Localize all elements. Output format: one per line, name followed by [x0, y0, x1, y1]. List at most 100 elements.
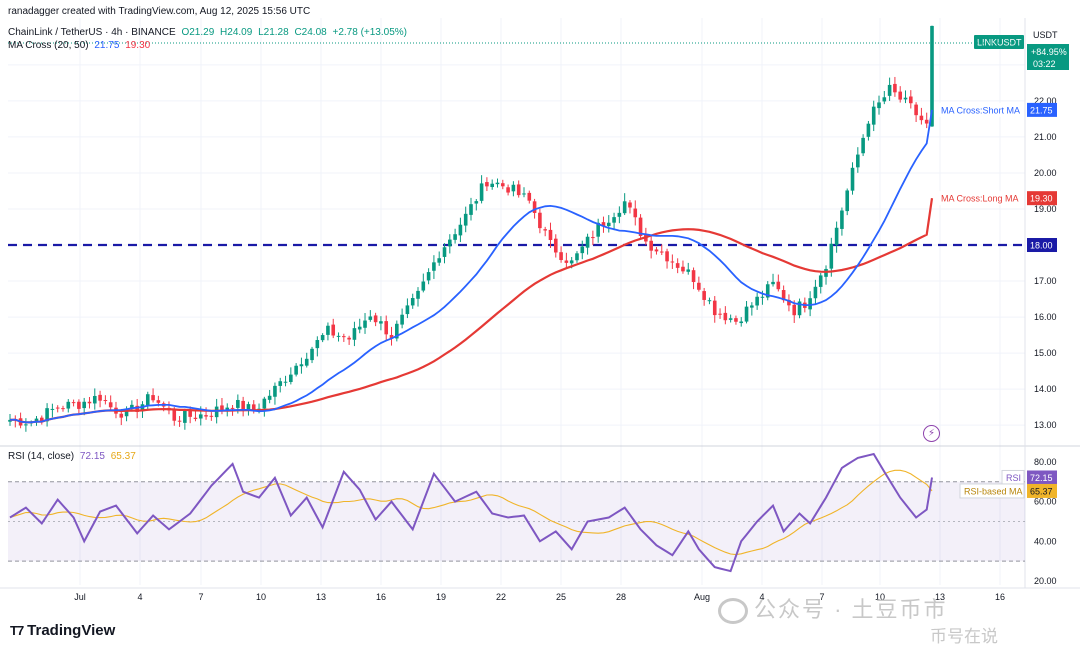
time-tick-label: 10	[256, 592, 266, 602]
candle	[490, 183, 494, 188]
candle	[877, 102, 881, 109]
time-tick-label: 13	[316, 592, 326, 602]
candle	[389, 334, 394, 338]
candle	[230, 407, 235, 409]
candle	[24, 424, 28, 426]
price-tick-label: 14.00	[1034, 384, 1057, 394]
candle	[919, 115, 924, 121]
candle	[469, 204, 473, 215]
candle	[522, 193, 526, 195]
candle	[866, 123, 871, 137]
candle	[553, 238, 558, 253]
candle	[363, 320, 367, 328]
candle	[511, 184, 516, 192]
candle	[856, 154, 860, 168]
candle	[808, 298, 812, 310]
candle	[416, 290, 420, 299]
candle	[82, 401, 86, 409]
candle	[331, 324, 336, 336]
candle	[442, 247, 447, 257]
candle	[909, 96, 913, 104]
candle	[379, 321, 383, 324]
candle	[479, 183, 484, 201]
candle	[686, 269, 691, 272]
candle	[458, 224, 463, 236]
candle	[283, 381, 288, 383]
candle	[437, 258, 442, 263]
candle	[638, 217, 643, 236]
candle	[675, 263, 680, 268]
candle	[776, 281, 781, 290]
candle	[326, 325, 330, 335]
candle	[410, 298, 415, 306]
rsi-band	[8, 481, 1025, 562]
candle	[373, 315, 378, 323]
tradingview-logo: T7 TradingView	[10, 622, 115, 639]
symbol-legend: ChainLink / TetherUS · 4h · BINANCE O21.…	[8, 27, 407, 38]
candle	[596, 222, 600, 237]
short-ma-tag-box	[938, 102, 1024, 117]
candle	[77, 401, 81, 409]
candle	[538, 212, 542, 229]
time-tick-label: Jul	[74, 592, 86, 602]
candle	[633, 208, 638, 218]
short-ma-price-box	[1027, 102, 1057, 117]
candle	[198, 414, 203, 419]
candle	[564, 260, 569, 263]
candle	[712, 300, 717, 316]
candle	[617, 212, 622, 217]
time-tick-label: 4	[137, 592, 142, 602]
candle	[903, 97, 908, 100]
candle	[342, 336, 346, 338]
price-tick-label: 17.00	[1034, 276, 1057, 286]
candle	[220, 405, 224, 410]
long-ma-tag: MA Cross:Long MA	[938, 191, 1024, 206]
candle	[8, 419, 12, 422]
ohlc-change: +2.78 (+13.05%)	[332, 27, 407, 38]
candle	[882, 97, 887, 102]
candle	[924, 119, 929, 124]
candle	[781, 290, 786, 301]
candle	[495, 182, 500, 185]
candle	[55, 407, 60, 409]
lightning-icon[interactable]: ⚡	[923, 425, 940, 442]
candle	[34, 418, 39, 422]
candle	[580, 246, 585, 254]
candle	[813, 286, 818, 299]
candle	[739, 321, 744, 324]
rsi-ma-price: 65.37	[1030, 486, 1053, 496]
candle	[834, 227, 839, 245]
price-pane	[8, 18, 1025, 445]
candle	[659, 251, 664, 253]
attribution-text: ranadagger created with TradingView.com,…	[8, 6, 311, 17]
candle	[304, 358, 309, 366]
candle	[575, 253, 579, 261]
candle	[426, 272, 431, 281]
tradingview-logo-icon: T7	[10, 623, 24, 638]
candle	[771, 281, 775, 285]
candle	[241, 400, 245, 411]
candle	[421, 281, 426, 291]
candle	[930, 25, 934, 127]
candle	[585, 236, 590, 248]
ohlc-close: C24.08	[294, 27, 327, 38]
candle	[289, 374, 293, 383]
candle	[474, 201, 479, 204]
time-tick-label: 22	[496, 592, 506, 602]
symbol-tag-text: LINKUSDT	[977, 38, 1022, 48]
rsi-ma-price-box	[1027, 483, 1057, 498]
candle	[315, 340, 320, 349]
long-ma-price: 19.30	[1030, 194, 1053, 204]
candle	[702, 291, 706, 300]
ma-legend: MA Cross (20, 50) 21.75 19.30	[8, 40, 150, 51]
candle	[453, 234, 457, 240]
candle	[665, 251, 669, 262]
candle	[130, 404, 134, 409]
hline-price-box	[1027, 238, 1057, 253]
candle	[723, 312, 728, 321]
short-ma-line	[9, 109, 933, 424]
rsi-tag: RSI	[1006, 473, 1021, 483]
rsi-value: 72.15	[79, 451, 105, 462]
rsi-legend: RSI (14, close) 72.15 65.37	[8, 451, 136, 462]
